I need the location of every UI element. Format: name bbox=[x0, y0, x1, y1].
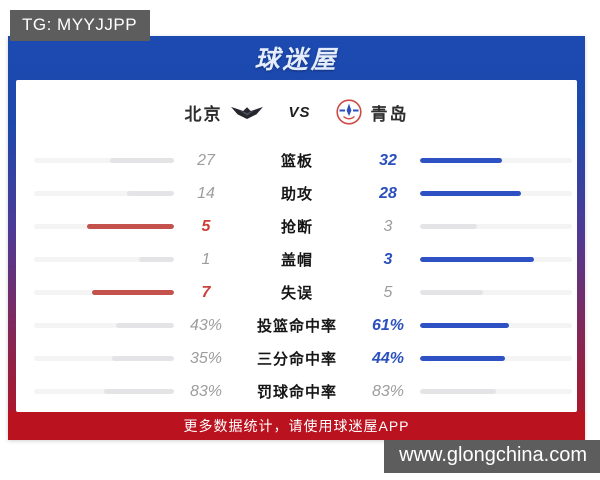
away-stat-value: 44% bbox=[371, 349, 405, 367]
stat-row: 1 盖帽 3 bbox=[16, 243, 577, 276]
home-stat-value: 43% bbox=[189, 316, 223, 334]
away-stat-value: 61% bbox=[371, 316, 405, 334]
stat-label: 助攻 bbox=[280, 186, 313, 203]
stats-card: 北京 VS 青岛 27 篮板 bbox=[16, 80, 577, 412]
away-stat-bar bbox=[420, 290, 572, 295]
home-stat-value: 1 bbox=[201, 250, 211, 268]
away-stat-value: 5 bbox=[383, 283, 393, 301]
away-stat-bar bbox=[420, 257, 572, 262]
stat-row: 35% 三分命中率 44% bbox=[16, 342, 577, 375]
home-stat-value: 14 bbox=[197, 184, 215, 202]
away-stat-bar-fill bbox=[420, 257, 534, 262]
away-stat-bar bbox=[420, 389, 572, 394]
footer-banner: 更多数据统计，请使用球迷屋APP bbox=[8, 412, 585, 440]
home-stat-value: 35% bbox=[189, 349, 223, 367]
stat-row: 7 失误 5 bbox=[16, 276, 577, 309]
home-stat-bar bbox=[34, 323, 174, 328]
stats-list: 27 篮板 32 14 助攻 28 5 抢断 3 1 盖帽 3 bbox=[16, 144, 577, 408]
home-stat-bar-fill bbox=[109, 158, 174, 163]
away-stat-bar-fill bbox=[420, 389, 496, 394]
app-header: 球迷屋 bbox=[8, 36, 585, 80]
stat-label: 抢断 bbox=[280, 219, 313, 236]
stat-label: 篮板 bbox=[280, 153, 313, 170]
home-stat-bar-fill bbox=[86, 224, 174, 229]
stat-label: 盖帽 bbox=[280, 252, 313, 269]
home-stat-value: 83% bbox=[189, 382, 223, 400]
away-stat-bar bbox=[420, 158, 572, 163]
home-stat-bar bbox=[34, 356, 174, 361]
home-stat-bar-fill bbox=[92, 290, 174, 295]
stat-label: 失误 bbox=[280, 285, 313, 302]
home-stat-bar bbox=[34, 290, 174, 295]
home-stat-bar bbox=[34, 158, 174, 163]
stat-row: 27 篮板 32 bbox=[16, 144, 577, 177]
away-team-logo-icon bbox=[335, 99, 362, 125]
home-stat-bar bbox=[34, 224, 174, 229]
away-stat-bar-fill bbox=[420, 290, 484, 295]
home-stat-bar bbox=[34, 191, 174, 196]
stat-row: 14 助攻 28 bbox=[16, 177, 577, 210]
match-teams-row: 北京 VS 青岛 bbox=[16, 80, 577, 129]
home-stat-bar bbox=[34, 257, 174, 262]
away-stat-bar-fill bbox=[420, 323, 510, 328]
home-stat-bar-fill bbox=[139, 257, 174, 262]
watermark-site-badge: www.glongchina.com bbox=[384, 440, 600, 473]
away-stat-bar-fill bbox=[420, 158, 503, 163]
home-stat-value: 7 bbox=[201, 283, 211, 301]
away-stat-bar bbox=[420, 191, 572, 196]
away-stat-bar bbox=[420, 323, 572, 328]
stats-card-frame: 球迷屋 北京 VS 青岛 bbox=[8, 36, 585, 440]
vs-label: VS bbox=[288, 103, 311, 121]
home-team-logo-icon bbox=[231, 104, 264, 120]
away-team-name: 青岛 bbox=[370, 104, 409, 124]
away-stat-bar-fill bbox=[420, 356, 505, 361]
footer-text: 更多数据统计，请使用球迷屋APP bbox=[183, 418, 410, 434]
away-stat-bar-fill bbox=[420, 191, 522, 196]
away-stat-value: 3 bbox=[383, 217, 393, 235]
away-stat-value: 83% bbox=[371, 382, 405, 400]
stat-row: 43% 投篮命中率 61% bbox=[16, 309, 577, 342]
away-stat-bar bbox=[420, 224, 572, 229]
home-stat-value: 5 bbox=[201, 217, 211, 235]
home-stat-bar-fill bbox=[104, 389, 174, 394]
stat-label: 罚球命中率 bbox=[256, 384, 337, 401]
away-stat-value: 28 bbox=[379, 184, 397, 202]
stat-row: 5 抢断 3 bbox=[16, 210, 577, 243]
stat-label: 投篮命中率 bbox=[256, 318, 337, 335]
home-stat-bar bbox=[34, 389, 174, 394]
home-stat-value: 27 bbox=[197, 151, 215, 169]
home-stat-bar-fill bbox=[127, 191, 174, 196]
stat-label: 三分命中率 bbox=[256, 351, 337, 368]
stat-row: 83% 罚球命中率 83% bbox=[16, 375, 577, 408]
away-stat-value: 32 bbox=[379, 151, 397, 169]
away-stat-value: 3 bbox=[383, 250, 393, 268]
home-stat-bar-fill bbox=[111, 356, 174, 361]
away-stat-bar-fill bbox=[420, 224, 477, 229]
home-stat-bar-fill bbox=[116, 323, 174, 328]
app-logo: 球迷屋 bbox=[254, 46, 339, 74]
watermark-tg-badge: TG: MYYJJPP bbox=[10, 10, 151, 41]
away-stat-bar bbox=[420, 356, 572, 361]
home-team-name: 北京 bbox=[184, 104, 223, 124]
